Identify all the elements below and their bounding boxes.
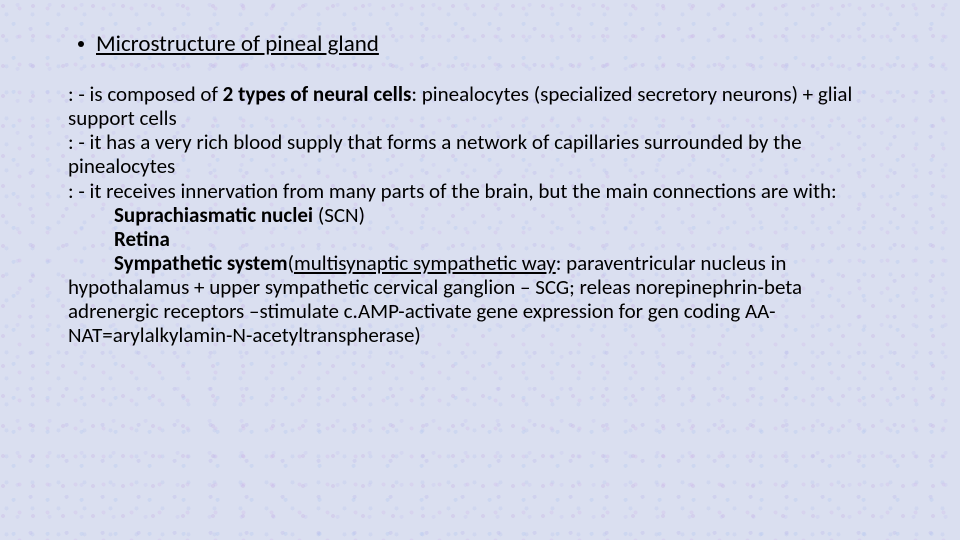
text-bold: Retina <box>114 226 170 252</box>
bullet-icon <box>78 41 84 47</box>
item-scn: Suprachiasmatic nuclei (SCN) <box>68 203 892 227</box>
item-retina: Retina <box>68 227 892 251</box>
line-blood-supply: : - it has a very rich blood supply that… <box>68 130 892 178</box>
item-sympathetic: Sympathetic system (multisynaptic sympat… <box>68 251 892 348</box>
text-bold: 2 types of neural cells <box>223 81 412 107</box>
line-innervation: : - it receives innervation from many pa… <box>68 179 892 203</box>
text-seg: : - is composed of <box>68 81 223 107</box>
text-underline: multisynaptic sympathetic way <box>294 250 556 276</box>
text-bold: Sympathetic system <box>68 251 288 275</box>
text-bold: Suprachiasmatic nuclei <box>114 202 318 228</box>
title-row: Microstructure of pineal gland <box>68 30 892 58</box>
line-composition: : - is composed of 2 types of neural cel… <box>68 82 892 130</box>
slide-title: Microstructure of pineal gland <box>96 30 379 58</box>
text-seg: (SCN) <box>318 202 365 228</box>
slide: Microstructure of pineal gland : - is co… <box>0 0 960 540</box>
body-text: : - is composed of 2 types of neural cel… <box>68 82 892 348</box>
